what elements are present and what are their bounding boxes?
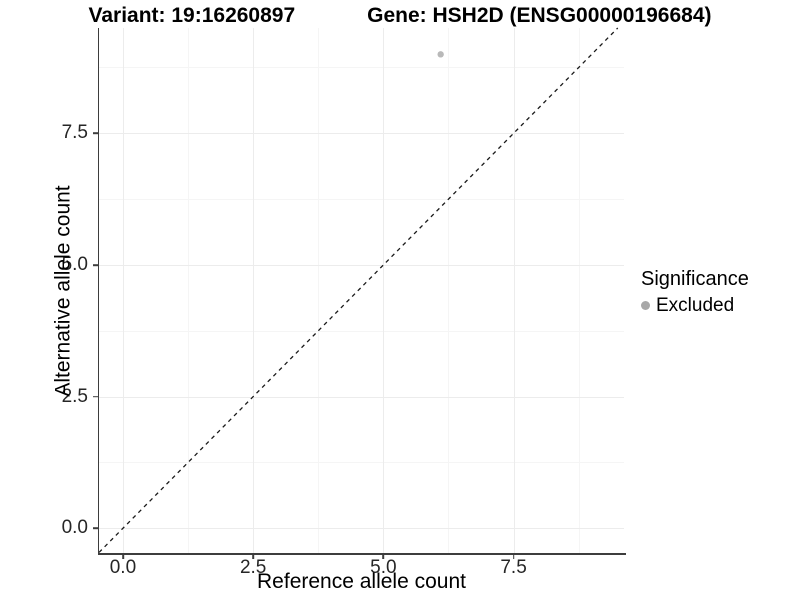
x-tick-mark <box>512 554 515 559</box>
gridline-minor-h <box>99 199 624 201</box>
plot-panel <box>98 27 624 553</box>
y-tick-mark <box>92 132 98 135</box>
identity-line <box>98 27 619 553</box>
y-tick-mark <box>92 264 98 266</box>
gridline-minor-h <box>99 462 624 464</box>
gridline-major-v <box>253 28 255 553</box>
plot-title-gene: Gene: HSH2D (ENSG00000196684) <box>367 4 712 27</box>
x-axis-title: Reference allele count <box>257 570 466 593</box>
x-tick-label: 2.5 <box>239 557 267 578</box>
x-tick-mark <box>252 554 254 559</box>
plot-title-variant: Variant: 19:16260897 <box>88 4 296 27</box>
gridline-major-v <box>122 28 124 553</box>
gridline-minor-v <box>448 28 450 553</box>
gridline-major-h <box>99 133 624 135</box>
x-tick-label: 0.0 <box>109 557 137 578</box>
x-tick-mark <box>382 554 385 559</box>
gridline-minor-h <box>99 67 624 69</box>
y-tick-mark <box>92 395 98 398</box>
gridline-minor-v <box>188 28 190 553</box>
legend-entry-excluded: Excluded <box>641 294 749 317</box>
gridline-major-h <box>99 264 624 266</box>
gridline-minor-h <box>99 330 624 332</box>
x-tick-label: 5.0 <box>370 557 397 578</box>
legend: Significance Excluded <box>641 267 749 317</box>
legend-title: Significance <box>641 268 749 290</box>
legend-label-excluded: Excluded <box>656 295 735 316</box>
x-tick-label: 7.5 <box>500 557 527 578</box>
x-axis-line <box>97 553 626 555</box>
y-tick-label: 2.5 <box>61 385 88 407</box>
gridline-major-h <box>99 396 624 398</box>
y-tick-label: 7.5 <box>61 122 88 144</box>
y-tick-mark <box>92 527 98 530</box>
gridline-major-v <box>383 28 385 553</box>
plot-title: Variant: 19:16260897 Gene: HSH2D (ENSG00… <box>0 3 800 28</box>
data-point-excluded <box>437 51 444 58</box>
x-tick-mark <box>122 554 124 559</box>
y-axis-title: Alternative allele count <box>52 184 76 397</box>
gridline-major-v <box>513 28 515 553</box>
y-tick-label: 0.0 <box>61 517 88 539</box>
gridline-minor-v <box>578 28 580 553</box>
gridline-major-h <box>99 528 624 530</box>
y-axis-line <box>97 28 100 555</box>
legend-point-icon <box>641 301 650 310</box>
y-axis-title-wrap: Alternative allele count <box>44 28 84 553</box>
plot-svg <box>98 27 619 553</box>
gridline-minor-v <box>318 28 320 553</box>
y-tick-label: 5.0 <box>61 253 88 275</box>
